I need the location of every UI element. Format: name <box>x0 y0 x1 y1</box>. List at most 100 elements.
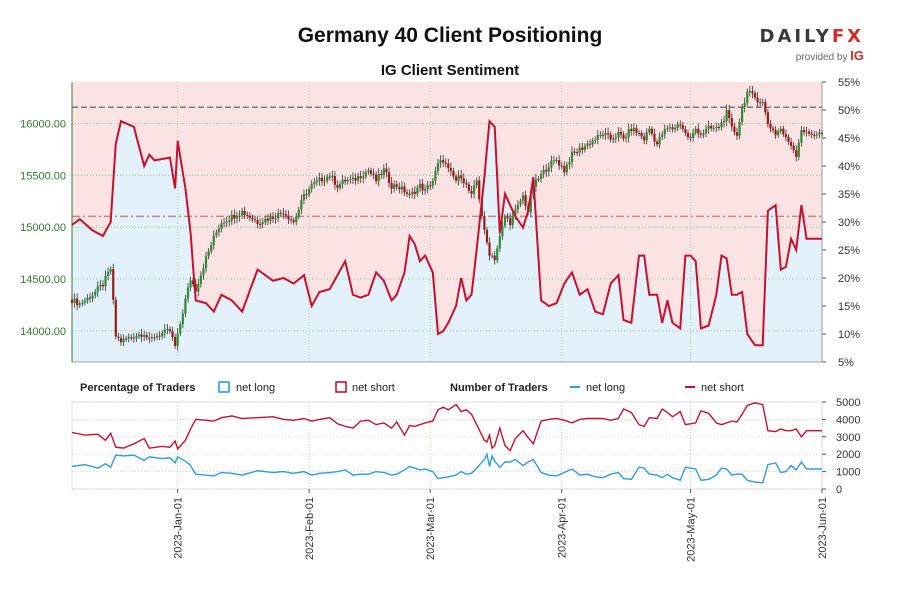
price-tick-label: 14000.00 <box>20 326 66 338</box>
candle-body <box>101 284 105 287</box>
candle-body <box>436 163 440 172</box>
candle-body <box>166 329 169 331</box>
candle-body <box>210 245 213 252</box>
candle-body <box>769 124 772 129</box>
candle-body <box>663 129 666 135</box>
candle-body <box>774 130 777 136</box>
candle-body <box>439 160 442 164</box>
candle-body <box>197 284 200 292</box>
candle-body <box>550 160 553 168</box>
candle-body <box>759 102 762 104</box>
candle-body <box>733 126 736 133</box>
candle-body <box>96 286 99 292</box>
pct-tick-label: 5% <box>838 357 854 369</box>
candle-body <box>393 184 396 189</box>
candle-body <box>668 127 672 129</box>
candle-body <box>820 132 824 134</box>
candle-body <box>686 133 690 138</box>
candle-body <box>192 280 195 285</box>
net-short-area <box>72 82 822 346</box>
candle-body <box>491 255 494 257</box>
candle-body <box>243 211 246 215</box>
provider-line: provided by IG <box>760 48 864 63</box>
candle-body <box>666 128 669 130</box>
legend-pct-long-label: net long <box>236 382 275 394</box>
candle-body <box>782 128 785 135</box>
candle-body <box>91 295 94 299</box>
candle-body <box>488 242 491 256</box>
candle-body <box>537 179 540 181</box>
date-tick-label: 2023-Mar-01 <box>425 497 437 560</box>
net-short-sentiment-line <box>71 118 822 347</box>
count-tick-label: 2000 <box>836 449 860 461</box>
candle-body <box>158 335 161 337</box>
candle-body <box>710 125 713 129</box>
candle-body <box>341 179 344 184</box>
price-tick-label: 14500.00 <box>20 274 66 286</box>
dailyfx-wordmark-accent: FX <box>831 26 864 47</box>
candle-body <box>284 214 288 216</box>
candle-body <box>302 194 306 200</box>
trader-count-panel: 0 1000 2000 3000 4000 5000 2023-Jan-01 2023-Feb… <box>71 397 860 562</box>
candle-body <box>323 180 326 182</box>
candle-body <box>385 168 388 173</box>
candle-body <box>135 336 138 339</box>
candle-body <box>673 127 677 130</box>
brand-logo: DAILYFX provided by IG <box>760 26 864 63</box>
candle-body <box>86 297 89 301</box>
candle-body <box>418 183 422 188</box>
candle-body <box>287 215 290 220</box>
candle-body <box>712 128 715 130</box>
dailyfx-wordmark-main: DAILY <box>759 26 832 47</box>
price-tick-label: 16000.00 <box>20 118 66 130</box>
candle-body <box>161 333 164 337</box>
candle-body <box>225 221 228 223</box>
candle-body <box>576 152 579 154</box>
candle-body <box>637 132 641 134</box>
candle-body <box>181 313 184 325</box>
candle-body <box>545 169 548 172</box>
candle-body <box>447 163 450 169</box>
candle-body <box>648 128 651 133</box>
candle-body <box>426 185 429 189</box>
candle-body <box>619 131 623 135</box>
candle-body <box>511 215 514 225</box>
candle-body <box>400 186 403 190</box>
candle-body <box>215 232 218 236</box>
pct-tick-label: 45% <box>838 133 860 145</box>
candle-body <box>308 188 311 195</box>
date-tick-label: 2023-Feb-01 <box>304 497 316 560</box>
candle-body <box>94 291 97 296</box>
candle-body <box>155 335 159 338</box>
count-tick-label: 0 <box>836 484 842 496</box>
candle-body <box>635 128 638 133</box>
candle-body <box>684 129 687 134</box>
candle-body <box>630 129 633 132</box>
legend-num-long-label: net long <box>586 382 625 394</box>
candle-body <box>292 220 295 223</box>
date-tick-label: 2023-Jun-01 <box>817 497 829 559</box>
candle-body <box>444 162 447 164</box>
candle-body <box>534 179 538 187</box>
candle-body <box>746 91 749 104</box>
candle-body <box>761 102 764 104</box>
candle-body <box>390 182 393 189</box>
candle-body <box>259 224 262 226</box>
candle-body <box>501 225 504 237</box>
candle-body <box>594 139 597 141</box>
candle-body <box>140 334 143 337</box>
candle-body <box>581 147 584 150</box>
candle-body <box>369 170 373 174</box>
candle-body <box>539 174 543 180</box>
candle-body <box>795 150 798 157</box>
candle-body <box>689 137 692 139</box>
candle-body <box>179 324 182 334</box>
count-tick-label: 3000 <box>836 432 860 444</box>
candle-body <box>186 287 190 299</box>
sentiment-price-panel: 14000.00 14500.00 15000.00 15500.00 16000.00… <box>20 77 860 369</box>
candle-body <box>173 336 177 346</box>
candle-body <box>233 214 236 219</box>
candle-body <box>606 133 610 135</box>
candle-body <box>472 185 476 194</box>
candle-body <box>416 187 419 194</box>
